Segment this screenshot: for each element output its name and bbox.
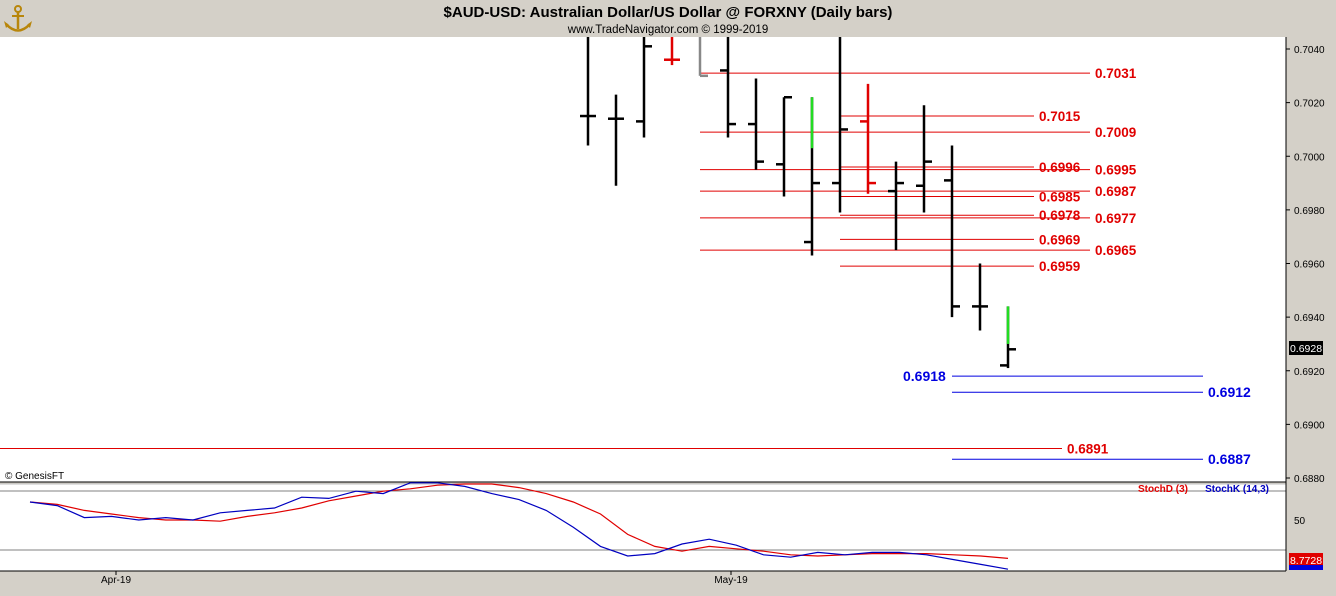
price-levels: 0.7031 0.7015 0.7009 0.6996 0.6995 0.6987 0.69…	[0, 66, 1251, 467]
y-tick-label: 0.6940	[1294, 313, 1325, 324]
stochastic-lines	[29, 482, 1009, 570]
stoch-last-value-marker: 8.7728	[1289, 553, 1323, 570]
level-label: 0.6995	[1095, 163, 1137, 178]
level-label: 0.6978	[1039, 208, 1081, 223]
ohlc-bar	[748, 78, 764, 170]
ohlc-bar	[664, 37, 680, 66]
level-label: 0.6985	[1039, 189, 1081, 204]
stoch-last-value-label: 8.7728	[1290, 555, 1322, 567]
level-label: 0.6965	[1095, 243, 1137, 258]
y-tick-label: 0.6880	[1294, 474, 1325, 485]
level-label: 0.6887	[1208, 451, 1251, 467]
y-tick-label: 0.6960	[1294, 260, 1325, 271]
anchor-logo-icon	[4, 5, 32, 32]
y-tick-label: 0.7020	[1294, 99, 1325, 110]
ohlc-bar	[580, 37, 596, 146]
ohlc-bar	[888, 161, 904, 251]
ohlc-bar	[916, 105, 932, 213]
y-tick-label: 0.6900	[1294, 420, 1325, 431]
level-label: 0.6969	[1039, 232, 1080, 247]
chart-subtitle: www.TradeNavigator.com © 1999-2019	[567, 24, 768, 36]
y-tick-label: 0.6920	[1294, 367, 1325, 378]
chart-title: $AUD-USD: Australian Dollar/US Dollar @ …	[444, 4, 893, 21]
ohlc-bar	[860, 83, 876, 194]
level-label: 0.6891	[1067, 442, 1109, 457]
copyright-label: © GenesisFT	[5, 471, 64, 482]
stochk-line	[29, 482, 1009, 570]
ohlc-bar	[608, 94, 624, 186]
level-label: 0.7009	[1095, 125, 1136, 140]
y-tick-label: 0.6980	[1294, 206, 1325, 217]
level-label: 0.7015	[1039, 109, 1081, 124]
y-tick-label: 0.7040	[1294, 45, 1325, 56]
last-price-marker: 0.6928	[1289, 341, 1323, 355]
ohlc-bar	[636, 37, 652, 138]
ohlc-bar	[972, 263, 988, 331]
y-tick-label: 0.7000	[1294, 152, 1325, 163]
ohlc-bar	[720, 37, 736, 138]
level-label: 0.7031	[1095, 66, 1137, 81]
level-label: 0.6996	[1039, 160, 1081, 175]
x-label-apr: Apr-19	[101, 575, 131, 586]
level-label: 0.6987	[1095, 184, 1136, 199]
x-label-may: May-19	[714, 575, 748, 586]
ohlc-bar	[776, 96, 792, 197]
price-bars	[580, 37, 1016, 369]
stochk-label: StochK (14,3)	[1205, 484, 1269, 495]
last-price-label: 0.6928	[1290, 343, 1322, 355]
ohlc-bar	[832, 37, 848, 213]
level-label: 0.6918	[903, 368, 946, 384]
level-label: 0.6977	[1095, 211, 1136, 226]
stochastic-panel	[0, 484, 1286, 571]
level-label: 0.6959	[1039, 259, 1080, 274]
stochd-label: StochD (3)	[1138, 484, 1188, 495]
stoch-axis-50: 50	[1294, 516, 1306, 527]
level-label: 0.6912	[1208, 384, 1251, 400]
ohlc-bar	[944, 145, 960, 318]
y-axis: 0.7040 0.7020 0.7000 0.6980 0.6960 0.6940 0.69…	[1286, 45, 1325, 485]
ohlc-bar	[698, 37, 708, 78]
